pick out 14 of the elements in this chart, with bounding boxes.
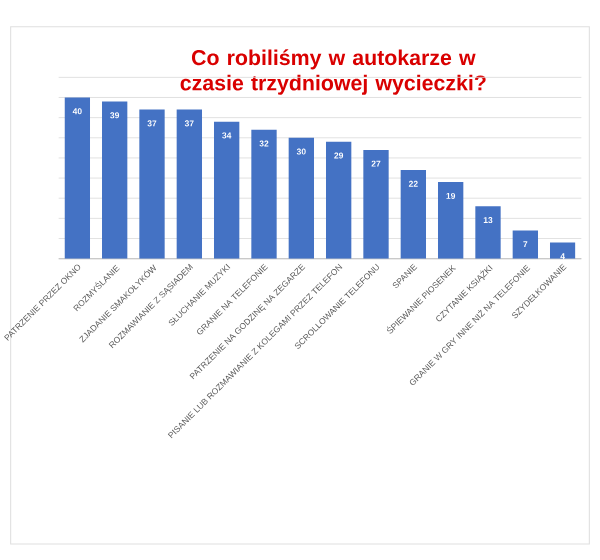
bar — [64, 97, 91, 259]
bar — [400, 170, 426, 259]
chart-title: Co robiliśmy w autokarze w czasie trzydniowej wycieczki? — [180, 49, 486, 95]
bar — [438, 182, 464, 259]
bar — [363, 149, 389, 259]
bar — [251, 129, 277, 259]
bar — [214, 121, 240, 259]
bar — [326, 141, 352, 259]
bar — [139, 109, 165, 259]
bar — [475, 206, 501, 259]
bar — [176, 109, 203, 259]
bar — [512, 230, 538, 259]
bar — [288, 137, 315, 259]
bar — [102, 101, 128, 259]
